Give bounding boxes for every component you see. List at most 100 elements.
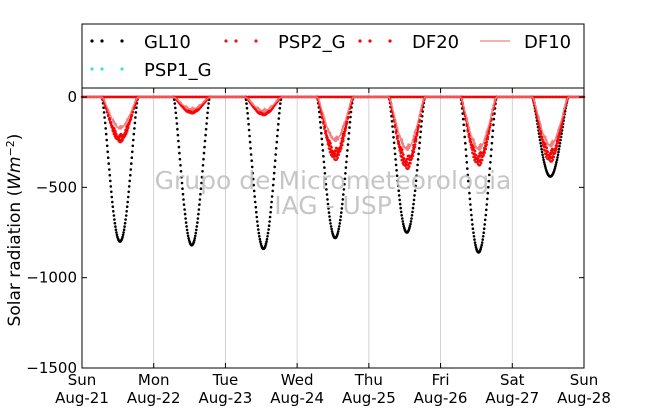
data-point — [554, 165, 557, 168]
legend-swatch-dot — [368, 39, 372, 43]
data-point — [197, 212, 200, 216]
data-point — [481, 238, 485, 241]
data-point — [255, 220, 259, 223]
data-point — [477, 154, 480, 158]
data-point — [323, 172, 327, 175]
data-point — [130, 162, 133, 165]
x-tick-label-date: Aug-23 — [199, 389, 253, 407]
data-point — [466, 167, 469, 170]
data-point — [109, 120, 113, 124]
data-point — [338, 222, 342, 225]
data-point — [417, 147, 421, 150]
data-point — [323, 166, 326, 169]
data-point — [412, 202, 415, 206]
data-point — [254, 205, 258, 209]
data-point — [480, 155, 484, 159]
data-point — [410, 214, 414, 217]
data-point — [321, 149, 325, 152]
data-point — [483, 223, 487, 226]
data-point — [201, 170, 204, 173]
data-point — [346, 143, 350, 146]
data-point — [485, 208, 488, 212]
data-point — [193, 237, 197, 240]
data-point — [488, 173, 491, 177]
y-tick-label: −500 — [36, 178, 77, 196]
data-point — [322, 160, 326, 164]
data-point — [391, 130, 395, 134]
data-point — [113, 218, 116, 221]
series-df10 — [82, 96, 584, 151]
data-point — [480, 243, 484, 247]
legend-entry-gl10: GL10 — [90, 32, 191, 53]
data-point — [348, 120, 352, 124]
data-point — [462, 123, 466, 127]
data-point — [549, 151, 552, 155]
data-point — [341, 202, 344, 206]
data-point — [201, 164, 205, 167]
plot-area: Grupo de Micrometeorologia IAG - USP Sun… — [26, 87, 611, 407]
data-point — [115, 133, 118, 136]
data-point — [326, 198, 329, 201]
data-point — [124, 131, 128, 134]
plot-frame — [82, 88, 584, 368]
watermark-line-1: Grupo de Micrometeorologia — [155, 166, 512, 195]
data-point — [554, 147, 557, 150]
data-point — [401, 220, 405, 223]
data-point — [103, 121, 107, 125]
data-point — [277, 122, 280, 126]
data-point — [324, 182, 328, 186]
legend-swatch-dot — [388, 39, 392, 43]
data-point — [328, 139, 331, 143]
data-point — [129, 116, 133, 120]
data-point — [182, 198, 185, 201]
legend-swatch-dot — [224, 39, 228, 43]
data-point — [414, 137, 418, 141]
data-point — [279, 102, 282, 105]
data-point — [542, 158, 545, 162]
data-point — [399, 151, 403, 155]
data-point — [325, 193, 329, 196]
data-point — [245, 106, 249, 110]
data-point — [346, 149, 349, 152]
data-point — [348, 126, 351, 129]
x-tick-label-date: Aug-24 — [270, 389, 324, 407]
data-point — [398, 202, 402, 206]
data-point — [252, 183, 255, 187]
data-point — [400, 214, 404, 217]
data-point — [416, 128, 419, 132]
data-point — [404, 159, 408, 163]
data-point — [181, 187, 184, 190]
data-point — [125, 210, 128, 213]
data-point — [113, 127, 116, 130]
data-point — [273, 159, 277, 162]
data-point — [274, 153, 278, 156]
data-point — [123, 225, 126, 228]
data-point — [275, 140, 279, 144]
data-point — [176, 127, 179, 131]
data-point — [342, 136, 345, 140]
data-point — [337, 225, 341, 228]
y-axis-title-close: ) — [5, 134, 25, 141]
data-point — [412, 147, 416, 151]
data-point — [469, 140, 473, 144]
data-point — [111, 200, 114, 204]
data-point — [470, 218, 474, 222]
data-point — [132, 132, 136, 136]
data-point — [328, 147, 332, 151]
data-point — [102, 106, 105, 109]
data-point — [179, 164, 182, 167]
data-point — [542, 145, 546, 148]
data-point — [266, 235, 269, 238]
data-point — [474, 154, 478, 157]
legend-swatch-dot — [100, 39, 104, 43]
data-point — [271, 183, 275, 187]
data-point — [128, 179, 131, 183]
data-point — [469, 138, 472, 141]
data-point — [555, 145, 558, 148]
y-tick-label: −1500 — [26, 359, 77, 377]
x-tick-label-day: Fri — [432, 371, 450, 389]
data-point — [330, 230, 334, 233]
data-point — [401, 217, 404, 220]
x-tick-label-date: Aug-25 — [342, 389, 396, 407]
data-point — [130, 156, 134, 159]
